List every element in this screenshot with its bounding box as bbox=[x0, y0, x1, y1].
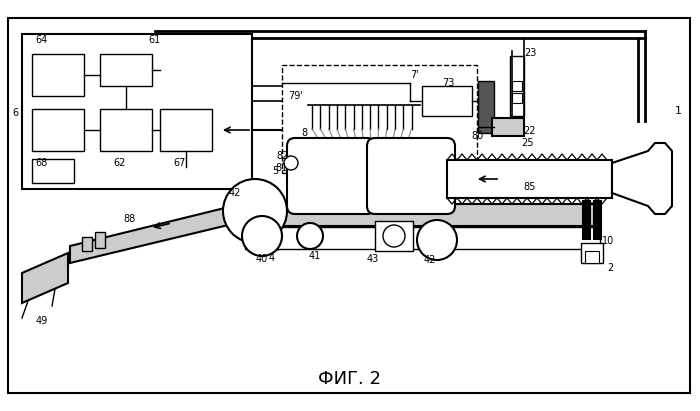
Text: 79': 79' bbox=[288, 91, 303, 101]
Circle shape bbox=[284, 156, 298, 170]
Bar bbox=[375, 221, 413, 251]
Text: 23: 23 bbox=[524, 48, 536, 58]
Text: 1: 1 bbox=[675, 106, 682, 116]
Bar bbox=[422, 86, 472, 116]
Bar bbox=[282, 65, 477, 173]
Text: 80: 80 bbox=[472, 131, 484, 141]
Text: 62: 62 bbox=[113, 158, 125, 168]
Bar bbox=[510, 56, 524, 116]
Text: 4: 4 bbox=[269, 253, 275, 263]
Circle shape bbox=[242, 216, 282, 256]
Bar bbox=[82, 237, 92, 251]
Text: 5: 5 bbox=[272, 166, 278, 176]
Bar bbox=[32, 109, 84, 151]
Circle shape bbox=[297, 223, 323, 249]
FancyBboxPatch shape bbox=[287, 138, 375, 214]
Bar bbox=[594, 201, 601, 239]
Text: 6: 6 bbox=[12, 108, 18, 118]
Bar bbox=[32, 54, 84, 96]
Text: 10: 10 bbox=[602, 236, 614, 246]
Text: 73: 73 bbox=[442, 78, 454, 88]
Bar bbox=[245, 204, 600, 226]
Text: 42: 42 bbox=[424, 255, 436, 265]
Text: 81: 81 bbox=[275, 163, 287, 173]
Polygon shape bbox=[70, 203, 245, 263]
Text: 64: 64 bbox=[35, 35, 48, 45]
Text: 85: 85 bbox=[524, 182, 536, 192]
Text: 68: 68 bbox=[35, 158, 48, 168]
Bar bbox=[22, 34, 252, 189]
Bar bbox=[583, 201, 590, 239]
Circle shape bbox=[383, 225, 405, 247]
Text: 42: 42 bbox=[229, 188, 241, 198]
Bar bbox=[32, 159, 74, 183]
Text: 41: 41 bbox=[309, 251, 321, 261]
Text: 40: 40 bbox=[256, 254, 268, 264]
Text: 7': 7' bbox=[411, 70, 419, 80]
Bar bbox=[160, 109, 212, 151]
Text: 61: 61 bbox=[148, 35, 160, 45]
Bar bbox=[100, 54, 152, 86]
Text: 25: 25 bbox=[522, 138, 534, 148]
Bar bbox=[478, 81, 494, 133]
Text: 49: 49 bbox=[36, 316, 48, 326]
Polygon shape bbox=[22, 253, 68, 303]
Text: 2: 2 bbox=[607, 263, 613, 273]
Circle shape bbox=[223, 179, 287, 243]
FancyBboxPatch shape bbox=[367, 138, 455, 214]
Bar bbox=[100, 109, 152, 151]
Circle shape bbox=[417, 220, 457, 260]
Text: ФИГ. 2: ФИГ. 2 bbox=[318, 370, 382, 388]
Text: 8: 8 bbox=[301, 128, 307, 138]
Bar bbox=[581, 243, 603, 263]
Bar bbox=[492, 118, 524, 136]
Text: 43: 43 bbox=[367, 254, 379, 264]
Bar bbox=[512, 93, 522, 103]
Bar bbox=[585, 251, 599, 263]
Bar bbox=[447, 160, 612, 198]
Text: 67: 67 bbox=[173, 158, 186, 168]
Text: 82: 82 bbox=[276, 151, 289, 161]
Text: 22: 22 bbox=[524, 126, 536, 136]
Bar bbox=[512, 81, 522, 91]
Bar bbox=[245, 227, 600, 249]
Bar bbox=[95, 232, 105, 248]
Text: 88: 88 bbox=[124, 214, 136, 224]
Polygon shape bbox=[612, 143, 672, 214]
